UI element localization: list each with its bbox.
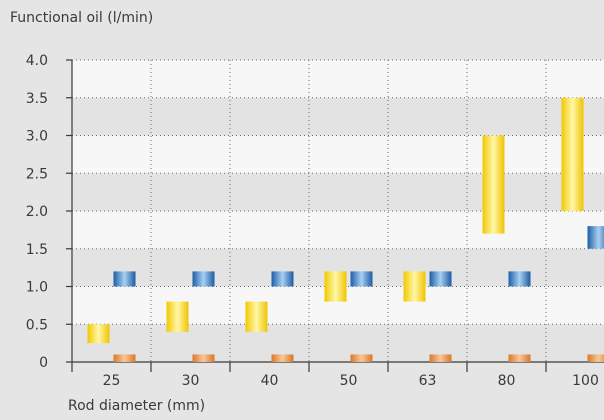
x-tick-label: 63 [419, 373, 437, 389]
y-tick-label: 0 [39, 355, 48, 371]
y-tick-label: 2.5 [26, 166, 48, 182]
y-tick-label: 3.5 [26, 91, 48, 107]
y-tick-label: 2.0 [26, 204, 48, 220]
range-bar-series-1-100 [587, 226, 604, 249]
range-bar-series-2-25 [113, 354, 136, 362]
range-bar-series-2-100 [587, 354, 604, 362]
x-tick-label: 80 [498, 373, 516, 389]
range-bar-series-0-80 [482, 135, 505, 234]
plot-bands [72, 60, 604, 362]
x-tick-label: 40 [261, 373, 279, 389]
grid-lines [72, 59, 604, 362]
range-bar-series-1-25 [113, 271, 136, 287]
y-tick-label: 3.0 [26, 129, 48, 145]
x-axis-label: Rod diameter (mm) [68, 398, 206, 414]
x-tick-label: 50 [340, 373, 358, 389]
range-bar-series-0-40 [245, 301, 268, 332]
range-bar-series-2-63 [429, 354, 452, 362]
x-tick-label: 25 [103, 373, 121, 389]
range-bars [87, 97, 604, 362]
plot-band-6 [72, 97, 604, 136]
range-bar-series-1-30 [192, 271, 215, 287]
range-bar-series-0-63 [403, 271, 426, 302]
range-bar-series-1-63 [429, 271, 452, 287]
range-bar-series-2-80 [508, 354, 531, 362]
range-bar-series-0-50 [324, 271, 347, 302]
range-bar-series-1-50 [350, 271, 373, 287]
y-tick-label: 1.5 [26, 242, 48, 258]
range-bar-series-1-40 [271, 271, 294, 287]
x-tick-label: 30 [182, 373, 200, 389]
plot-band-3 [72, 211, 604, 249]
y-tick-label: 4.0 [26, 53, 48, 69]
x-tick-label: 100 [572, 373, 599, 389]
range-bar-series-2-50 [350, 354, 373, 362]
range-bar-series-2-30 [192, 354, 215, 362]
y-tick-label: 0.5 [26, 317, 48, 333]
y-tick-label: 1.0 [26, 280, 48, 296]
plot-band-4 [72, 173, 604, 211]
range-bar-series-2-40 [271, 354, 294, 362]
tick-labels: 0 0.5 1.0 1.5 2.0 2.5 3.0 3.5 4.0 25 30 40 50 63 80 100 [26, 53, 599, 389]
range-bar-series-1-80 [508, 271, 531, 287]
range-bar-series-0-30 [166, 301, 189, 332]
range-bar-series-0-25 [87, 324, 110, 344]
y-axis-label: Functional oil (l/min) [10, 10, 154, 26]
plot-band-7 [72, 60, 604, 98]
plot-band-5 [72, 135, 604, 174]
range-bar-series-0-100 [561, 97, 584, 211]
